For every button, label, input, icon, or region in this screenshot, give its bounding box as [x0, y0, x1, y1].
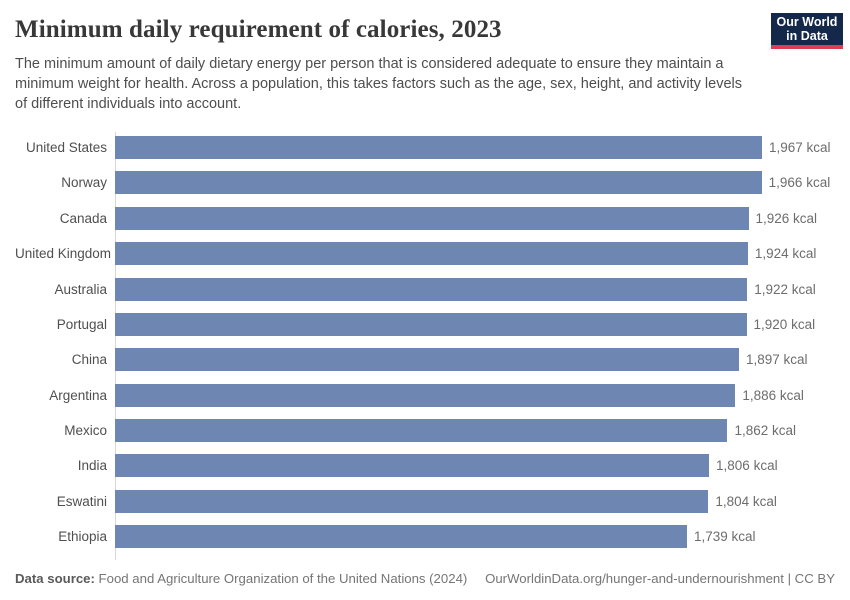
bar[interactable]	[115, 454, 710, 478]
value-label: 1,739 kcal	[694, 529, 756, 545]
value-label: 1,862 kcal	[734, 423, 796, 439]
value-label: 1,886 kcal	[742, 387, 804, 403]
bar-area: 1,804 kcal	[115, 484, 835, 519]
bar[interactable]	[115, 242, 748, 266]
chart-rows: United States 1,967 kcal Norway 1,966 kcal C…	[15, 130, 835, 555]
value-label: 1,804 kcal	[715, 493, 777, 509]
chart-row: Norway 1,966 kcal	[15, 165, 835, 200]
country-label: Australia	[54, 281, 107, 297]
value-label: 1,924 kcal	[754, 246, 817, 262]
data-source-label: Data source:	[15, 571, 95, 586]
chart-row: Eswatini 1,804 kcal	[15, 484, 835, 519]
bar[interactable]	[115, 312, 747, 336]
country-label: Mexico	[64, 423, 107, 439]
country-label: China	[71, 352, 107, 368]
value-label: 1,897 kcal	[745, 352, 808, 368]
bar-area: 1,926 kcal	[115, 201, 835, 236]
owid-logo[interactable]: Our World in Data	[771, 13, 843, 49]
bar[interactable]	[115, 348, 739, 372]
chart-footer: Data source: Food and Agriculture Organi…	[15, 571, 835, 586]
chart-row: United States 1,967 kcal	[15, 130, 835, 165]
bar-area: 1,886 kcal	[115, 377, 835, 412]
chart-row: Ethiopia 1,739 kcal	[15, 519, 835, 554]
owid-logo-line2: in Data	[786, 29, 828, 43]
chart-title: Minimum daily requirement of calories, 2…	[15, 16, 502, 43]
country-label: United Kingdom	[15, 246, 112, 262]
data-source: Data source: Food and Agriculture Organi…	[15, 571, 467, 586]
chart-row: India 1,806 kcal	[15, 448, 835, 483]
chart-row: China 1,897 kcal	[15, 342, 835, 377]
chart-row: Mexico 1,862 kcal	[15, 413, 835, 448]
bar[interactable]	[115, 171, 762, 195]
bar[interactable]	[115, 525, 687, 549]
value-label: 1,926 kcal	[755, 210, 818, 226]
bar[interactable]	[115, 277, 748, 301]
country-label: Eswatini	[56, 493, 107, 509]
value-label: 1,966 kcal	[768, 175, 831, 191]
chart-row: Argentina 1,886 kcal	[15, 377, 835, 412]
chart-subtitle: The minimum amount of daily dietary ener…	[15, 55, 742, 112]
country-label: Canada	[59, 210, 107, 226]
data-source-text: Food and Agriculture Organization of the…	[94, 571, 468, 586]
value-label: 1,806 kcal	[716, 458, 778, 474]
country-label: Argentina	[49, 387, 107, 403]
bar-area: 1,862 kcal	[115, 413, 835, 448]
bar[interactable]	[115, 206, 749, 230]
bar-area: 1,924 kcal	[115, 236, 835, 271]
country-label: Portugal	[56, 316, 107, 332]
y-axis-line	[115, 131, 116, 561]
value-label: 1,922 kcal	[754, 281, 816, 297]
country-label: Ethiopia	[58, 529, 107, 545]
country-label: India	[77, 458, 107, 474]
bar[interactable]	[115, 383, 736, 407]
country-label: United States	[25, 139, 107, 155]
country-label: Norway	[61, 175, 107, 191]
bar[interactable]	[115, 135, 762, 159]
value-label: 1,920 kcal	[753, 316, 816, 332]
bar-area: 1,920 kcal	[115, 307, 835, 342]
bar-area: 1,806 kcal	[115, 448, 835, 483]
chart-row: Portugal 1,920 kcal	[15, 307, 835, 342]
owid-logo-line1: Our World	[776, 14, 838, 29]
attribution-link[interactable]: OurWorldinData.org/hunger-and-undernouri…	[485, 571, 835, 586]
bar-area: 1,922 kcal	[115, 271, 835, 306]
bar-area: 1,967 kcal	[115, 130, 835, 165]
bar-area: 1,966 kcal	[115, 165, 835, 200]
chart-row: Australia 1,922 kcal	[15, 271, 835, 306]
chart-row: United Kingdom 1,924 kcal	[15, 236, 835, 271]
chart-header: Minimum daily requirement of calories, 2…	[0, 0, 850, 114]
bar-area: 1,897 kcal	[115, 342, 835, 377]
chart-row: Canada 1,926 kcal	[15, 201, 835, 236]
bar-chart: United States 1,967 kcal Norway 1,966 kcal C…	[15, 130, 835, 561]
bar[interactable]	[115, 419, 728, 443]
bar-area: 1,739 kcal	[115, 519, 835, 554]
value-label: 1,967 kcal	[769, 139, 831, 155]
bar[interactable]	[115, 489, 709, 513]
